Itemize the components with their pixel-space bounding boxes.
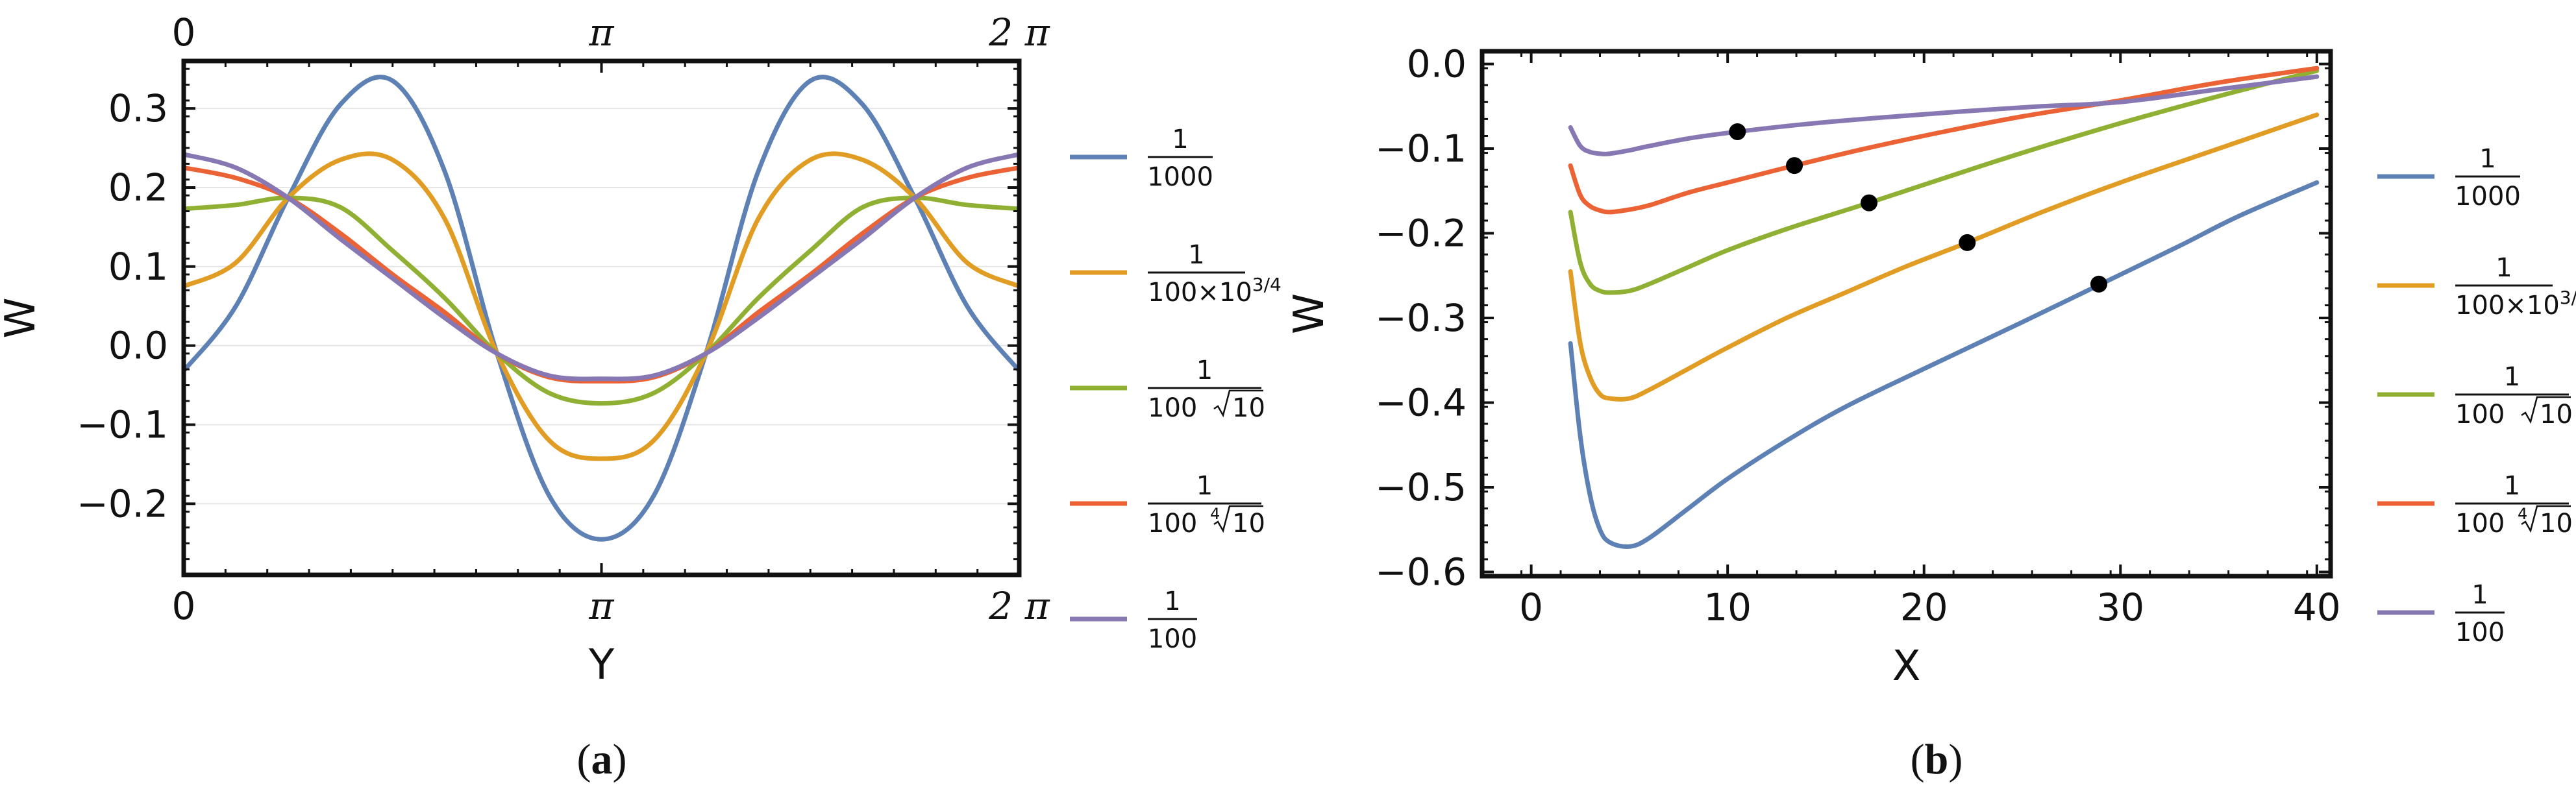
y-tick-label: −0.4 xyxy=(1375,381,1467,425)
legend-numerator: 1 xyxy=(2504,471,2520,501)
y-axis-title: W xyxy=(1285,293,1333,334)
series-line-3 xyxy=(181,195,1022,406)
legend-numerator: 1 xyxy=(1164,587,1180,616)
y-tick-label: −0.3 xyxy=(1375,296,1467,340)
x-tick-label: π xyxy=(588,584,614,628)
legend-denominator: 100 xyxy=(1148,624,1197,654)
legend-radicand: 10 xyxy=(1232,393,1265,423)
legend-radical-sign xyxy=(2521,396,2571,424)
series-line-1 xyxy=(181,75,1022,542)
series-line-3 xyxy=(1568,68,2320,295)
data-marker xyxy=(1861,194,1878,212)
legend-denominator: 100×103/4 xyxy=(1148,274,1282,308)
legend-radicand: 10 xyxy=(1232,509,1265,539)
legend-radical-index: 4 xyxy=(2518,505,2527,523)
y-tick-label: −0.1 xyxy=(1375,127,1467,171)
data-marker xyxy=(1786,157,1803,175)
x-tick-label: 20 xyxy=(1900,585,1948,629)
legend-numerator: 1 xyxy=(2479,144,2496,174)
y-tick-label: −0.1 xyxy=(77,402,168,446)
y-tick-label: −0.5 xyxy=(1375,465,1467,509)
plot-frame xyxy=(1480,49,2333,579)
y-tick-label: 0.1 xyxy=(108,245,168,289)
series-line-2 xyxy=(1568,112,2320,402)
y-axis-title: W xyxy=(0,297,45,338)
data-marker xyxy=(1959,234,1976,251)
legend-numerator: 1 xyxy=(2504,362,2520,392)
series-line-1 xyxy=(1568,180,2320,550)
legend-radical-sign xyxy=(1213,389,1263,418)
legend-radicand: 10 xyxy=(2540,400,2573,430)
legend-denominator: 100×103/4 xyxy=(2455,287,2576,321)
legend-numerator: 1 xyxy=(1172,125,1188,154)
y-tick-label: 0.2 xyxy=(108,165,168,210)
panel-b-chart: −0.6 −0.5 −0.4 −0.3 −0.2 −0.1 0.0 0 10 20 30 40 X W xyxy=(1285,42,2341,690)
legend-denominator: 100 xyxy=(2455,618,2505,648)
panel-b-label: (b) xyxy=(1911,736,1963,783)
x-axis-title: Y xyxy=(588,641,615,689)
y-tick-label: −0.2 xyxy=(1375,212,1467,256)
x-tick-label: 40 xyxy=(2293,585,2341,629)
legend-denominator: 100 xyxy=(1148,509,1197,539)
legend-numerator: 1 xyxy=(1196,356,1213,385)
legend-radical-index: 4 xyxy=(1210,505,1220,523)
legend-denominator: 100 xyxy=(2455,509,2505,539)
x-axis-title: X xyxy=(1892,642,1921,690)
x-tick-label: 30 xyxy=(2096,585,2144,629)
panel-a-label: (a) xyxy=(577,736,627,783)
series-line-2 xyxy=(181,151,1022,461)
x-tick-label: 0 xyxy=(172,584,196,628)
x-tick-label: 2 π xyxy=(988,584,1050,628)
data-marker xyxy=(1729,123,1746,140)
legend-radicand: 10 xyxy=(2540,509,2573,539)
plot-frame xyxy=(181,58,1022,577)
x-tick-label: 0 xyxy=(1519,585,1543,629)
legend-denominator: 1000 xyxy=(1147,162,1213,192)
series-line-5 xyxy=(1568,74,2320,156)
legend-numerator: 1 xyxy=(2471,580,2488,610)
panel-a-legend: 1 1000 1 100×103/4 1 100 10 1 100 4 10 1 100 xyxy=(1070,125,1282,654)
series-line-5 xyxy=(181,152,1022,382)
legend-numerator: 1 xyxy=(2496,253,2512,283)
series-line-4 xyxy=(181,165,1022,384)
legend-numerator: 1 xyxy=(1196,471,1213,501)
legend-denominator: 100 xyxy=(2455,400,2505,430)
y-tick-label: −0.6 xyxy=(1375,550,1467,594)
legend-radical-sign xyxy=(1213,505,1263,533)
panel-a-chart: −0.2−0.10.00.10.20.30 π 2 π0 π 2 πYW xyxy=(0,10,1050,689)
data-marker xyxy=(2090,275,2107,293)
legend-numerator: 1 xyxy=(1188,240,1204,270)
top-x-tick-label: π xyxy=(588,10,614,55)
panel-b-legend: 1 1000 1 100×103/4 1 100 10 1 100 4 10 1 100 xyxy=(2377,144,2576,648)
legend-radical-sign xyxy=(2521,505,2571,533)
legend-denominator: 100 xyxy=(1148,393,1197,423)
y-tick-label: 0.0 xyxy=(1407,42,1467,86)
x-tick-label: 10 xyxy=(1703,585,1752,629)
legend-denominator: 1000 xyxy=(2455,182,2521,212)
y-tick-label: −0.2 xyxy=(77,481,168,526)
top-x-tick-label: 0 xyxy=(172,10,196,55)
top-x-tick-label: 2 π xyxy=(988,10,1050,55)
y-tick-label: 0.3 xyxy=(108,86,168,130)
y-tick-label: 0.0 xyxy=(108,324,168,368)
